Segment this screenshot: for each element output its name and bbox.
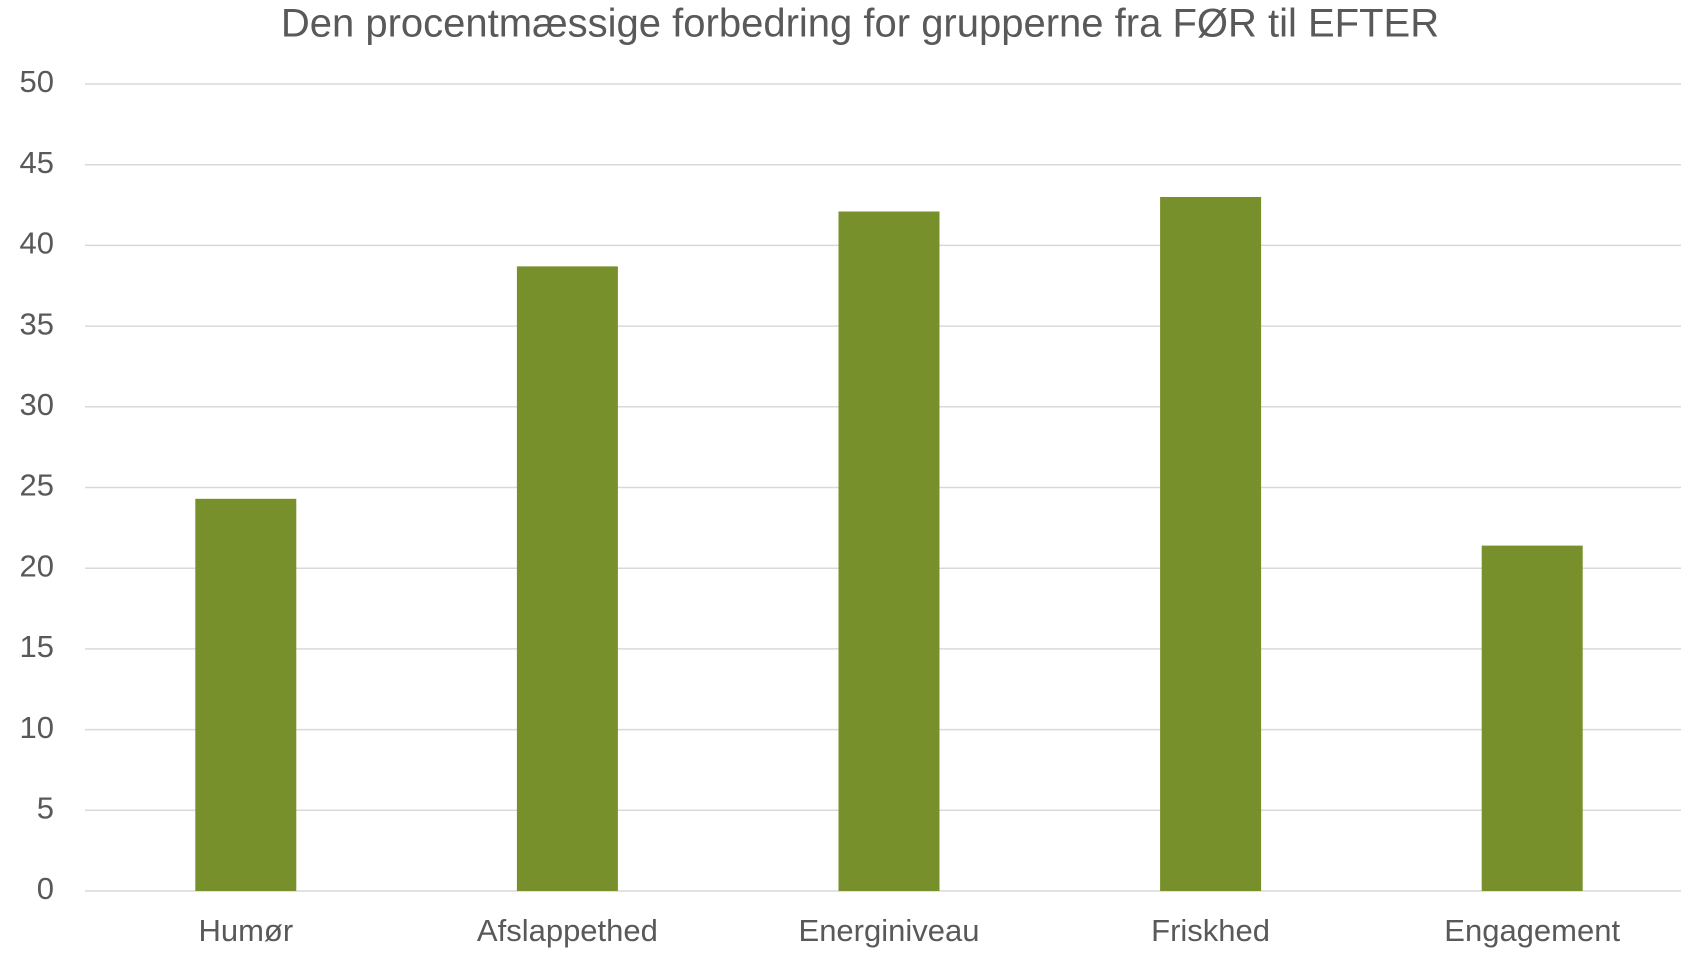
x-tick-label: Afslappethed bbox=[477, 913, 658, 948]
y-tick-label: 40 bbox=[20, 226, 54, 261]
y-tick-label: 50 bbox=[20, 64, 54, 99]
bar bbox=[838, 211, 940, 892]
y-tick-label: 10 bbox=[20, 710, 54, 745]
y-tick-label: 5 bbox=[37, 790, 54, 825]
y-tick-label: 25 bbox=[20, 468, 54, 503]
y-tick-label: 0 bbox=[37, 871, 54, 906]
y-tick-label: 15 bbox=[20, 629, 54, 664]
x-tick-label: Humør bbox=[198, 913, 293, 948]
chart-title: Den procentmæssige forbedring for gruppe… bbox=[281, 2, 1439, 46]
x-tick-label: Energiniveau bbox=[799, 913, 980, 948]
y-tick-label: 20 bbox=[20, 548, 54, 583]
bar bbox=[195, 498, 297, 891]
y-tick-label: 30 bbox=[20, 387, 54, 422]
x-tick-label: Engagement bbox=[1444, 913, 1620, 948]
x-tick-label: Friskhed bbox=[1151, 913, 1270, 948]
bar bbox=[1160, 196, 1262, 892]
bar bbox=[1481, 545, 1583, 891]
y-tick-label: 45 bbox=[20, 145, 54, 180]
y-tick-label: 35 bbox=[20, 306, 54, 341]
bar bbox=[516, 266, 618, 892]
